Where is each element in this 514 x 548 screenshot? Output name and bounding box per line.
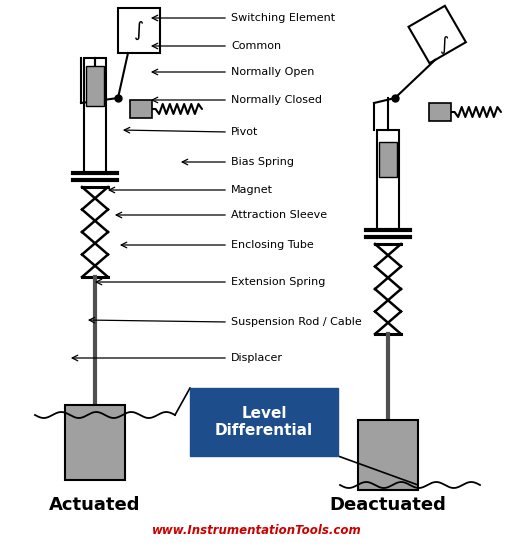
Text: Normally Open: Normally Open xyxy=(231,67,315,77)
Text: Pivot: Pivot xyxy=(231,127,259,137)
Bar xyxy=(429,103,451,121)
Text: Suspension Rod / Cable: Suspension Rod / Cable xyxy=(231,317,362,327)
Text: Attraction Sleeve: Attraction Sleeve xyxy=(231,210,327,220)
Bar xyxy=(86,66,104,106)
Text: Normally Closed: Normally Closed xyxy=(231,95,322,105)
Text: $\int$: $\int$ xyxy=(439,34,450,56)
Bar xyxy=(377,130,399,230)
Text: Common: Common xyxy=(231,41,281,51)
Text: www.InstrumentationTools.com: www.InstrumentationTools.com xyxy=(152,523,362,536)
Bar xyxy=(409,6,466,63)
Text: Magnet: Magnet xyxy=(231,185,273,195)
Text: $\int$: $\int$ xyxy=(134,19,144,42)
Bar xyxy=(84,58,106,173)
Bar xyxy=(358,420,418,490)
Text: Extension Spring: Extension Spring xyxy=(231,277,325,287)
Bar xyxy=(379,142,397,177)
Text: Level
Differential: Level Differential xyxy=(215,406,313,438)
Text: Enclosing Tube: Enclosing Tube xyxy=(231,240,314,250)
Bar xyxy=(65,405,125,480)
Text: Bias Spring: Bias Spring xyxy=(231,157,294,167)
Bar xyxy=(190,388,338,456)
Text: Displacer: Displacer xyxy=(231,353,283,363)
Text: Deactuated: Deactuated xyxy=(329,496,447,514)
Text: Actuated: Actuated xyxy=(49,496,141,514)
Bar xyxy=(118,8,160,53)
Text: Switching Element: Switching Element xyxy=(231,13,335,23)
Bar xyxy=(130,100,152,118)
